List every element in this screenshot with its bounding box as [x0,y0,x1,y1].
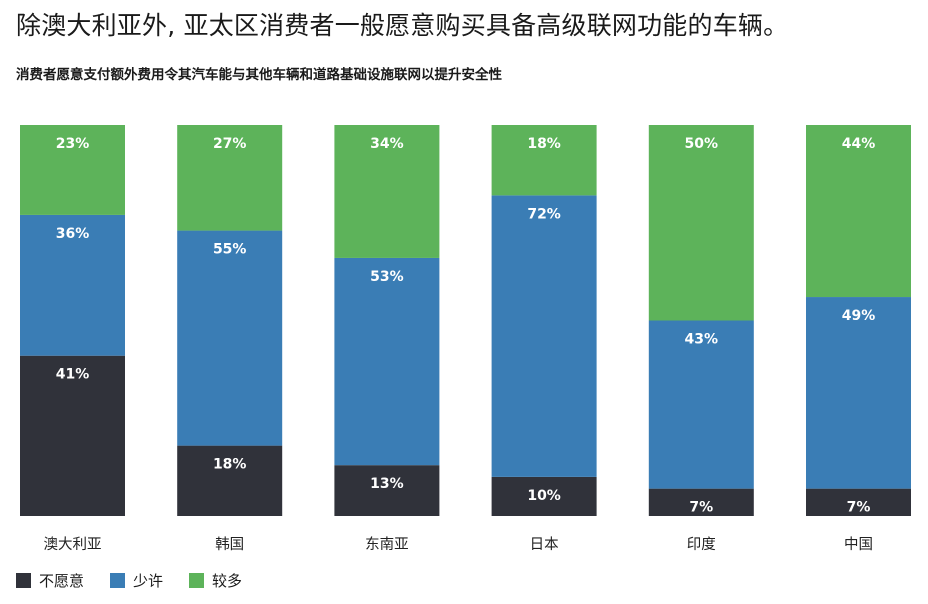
legend-label-more: 较多 [212,572,243,590]
bar-segment-little-4 [491,195,597,477]
bar-segment-none-6 [806,488,911,516]
bar-segment-none-1 [20,355,125,516]
data-label-more-3: 34% [370,136,404,152]
legend-label-none: 不愿意 [39,572,85,590]
data-label-none-2: 18% [213,457,247,473]
bar-segment-little-1 [20,214,125,356]
data-label-more-4: 18% [527,136,561,152]
legend-item-more: 较多 [189,570,242,591]
bar-segment-little-5 [648,320,754,489]
bar-segment-more-4 [491,125,597,196]
x-tick-label-2: 韩国 [215,536,244,553]
data-label-more-6: 44% [842,136,876,152]
data-label-none-1: 41% [56,367,90,383]
data-label-little-6: 49% [842,308,876,324]
x-tick-label-5: 印度 [687,536,716,553]
bar-segment-none-5 [648,488,754,516]
x-tick-label-6: 中国 [844,536,873,553]
chart-legend: 不愿意 少许 较多 [16,570,242,591]
bar-segment-little-2 [177,230,283,446]
bar-segment-more-5 [648,125,754,321]
bar-segment-more-1 [20,125,125,215]
bar-segment-more-2 [177,125,283,231]
x-tick-label-1: 澳大利亚 [44,536,102,553]
bar-segment-none-2 [177,445,283,516]
legend-item-none: 不愿意 [16,570,84,591]
legend-swatch-none [16,573,31,588]
data-label-more-1: 23% [56,136,90,152]
data-label-more-2: 27% [213,136,247,152]
legend-swatch-little [110,573,126,588]
bar-segment-none-4 [491,476,597,516]
chart-title: 消费者愿意支付额外费用令其汽车能与其他车辆和道路基础设施联网以提升安全性 [16,67,502,83]
x-tick-label-3: 东南亚 [365,536,409,553]
bar-segment-more-3 [334,125,440,258]
data-label-little-5: 43% [685,332,719,348]
data-label-more-5: 50% [685,136,719,152]
data-label-little-1: 36% [56,226,90,242]
bar-segment-little-3 [334,257,440,466]
data-label-none-4: 10% [527,488,561,504]
stacked-bar-chart: 41% 36% 23% 澳大利亚 18% 55% 27% 韩国 13% 53% 34% 东南亚 10% 7… [20,125,911,553]
data-label-little-4: 72% [527,206,561,222]
legend-swatch-more [189,573,205,588]
legend-label-little: 少许 [133,572,164,590]
data-label-none-5: 7% [689,500,713,516]
x-tick-label-4: 日本 [530,536,559,553]
bar-segment-none-3 [334,465,440,516]
data-label-little-2: 55% [213,242,247,258]
page-headline: 除澳大利亚外, 亚太区消费者一般愿意购买具备高级联网功能的车辆。 [16,11,789,40]
legend-item-little: 少许 [110,570,163,591]
data-label-none-6: 7% [847,500,871,516]
bar-segment-little-6 [806,297,911,489]
data-label-little-3: 53% [370,269,404,285]
data-label-none-3: 13% [370,476,404,492]
bar-segment-more-6 [806,125,911,298]
